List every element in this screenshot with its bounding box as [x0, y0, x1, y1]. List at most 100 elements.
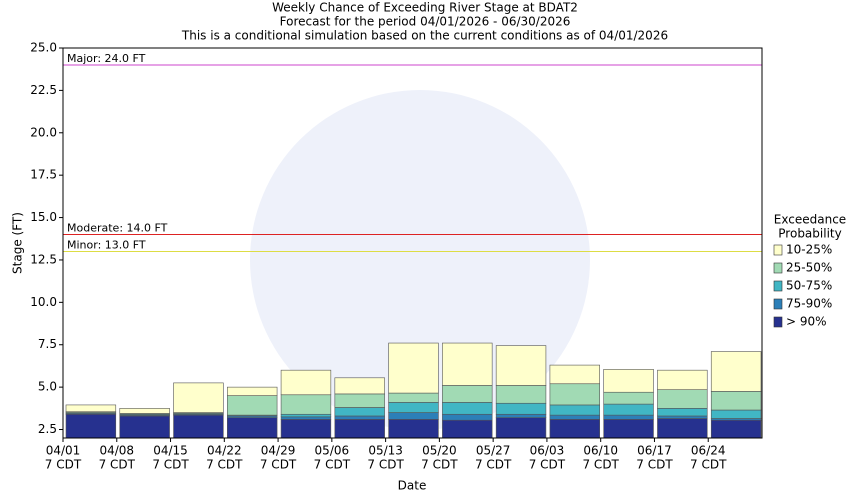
- bar-segment: [442, 413, 493, 421]
- bar-segment: [549, 404, 600, 416]
- x-tick-label: 04/22: [207, 444, 242, 458]
- bar-segment: [710, 351, 762, 392]
- legend-label: 75-90%: [786, 297, 832, 311]
- legend-swatch: [773, 298, 783, 310]
- legend-label: 10-25%: [786, 243, 832, 257]
- bar-segment: [495, 345, 547, 386]
- bar-segment: [65, 413, 117, 439]
- threshold-label: Major: 24.0 FT: [67, 52, 146, 65]
- bar-segment: [657, 415, 708, 419]
- y-tick-label: 25.0: [30, 41, 57, 55]
- y-tick-label: 7.5: [38, 337, 57, 351]
- bar-segment: [334, 393, 385, 408]
- legend-swatch: [773, 316, 783, 328]
- bar-segment: [549, 383, 600, 406]
- x-tick-sublabel: 7 CDT: [99, 458, 136, 472]
- bar-segment: [603, 391, 654, 405]
- bar-segment: [227, 395, 278, 416]
- bar-segment: [603, 369, 654, 393]
- bar-segment: [549, 414, 600, 420]
- bar-segment: [442, 419, 493, 439]
- bar-segment: [657, 369, 708, 390]
- bar-segment: [388, 402, 439, 413]
- x-tick-label: 04/29: [261, 444, 296, 458]
- bar-segment: [280, 394, 332, 415]
- chart-subtitle: Forecast for the period 04/01/2026 - 06/…: [280, 15, 571, 29]
- bar-segment: [388, 392, 439, 403]
- bar-segment: [442, 342, 493, 386]
- x-tick-label: 04/08: [99, 444, 134, 458]
- y-tick-label: 2.5: [38, 422, 57, 436]
- bar-segment: [334, 415, 385, 420]
- x-tick-sublabel: 7 CDT: [475, 458, 512, 472]
- y-tick-label: 22.5: [30, 83, 57, 97]
- bar-segment: [280, 419, 332, 439]
- x-tick-label: 05/06: [315, 444, 350, 458]
- bar-segment: [495, 402, 547, 415]
- x-tick-sublabel: 7 CDT: [367, 458, 404, 472]
- bar-segment: [657, 418, 708, 439]
- bar-segment: [173, 414, 224, 439]
- legend-title: Probability: [778, 227, 841, 241]
- bar-segment: [280, 413, 332, 418]
- bar-segment: [280, 416, 332, 420]
- x-tick-label: 04/15: [153, 444, 188, 458]
- legend-title: Exceedance: [774, 213, 846, 227]
- bar-segment: [334, 419, 385, 439]
- watermark: [250, 90, 590, 430]
- legend-label: 25-50%: [786, 261, 832, 275]
- x-tick-sublabel: 7 CDT: [206, 458, 243, 472]
- bar-segment: [227, 417, 278, 439]
- x-tick-label: 06/10: [583, 444, 618, 458]
- x-tick-label: 06/24: [691, 444, 726, 458]
- legend-swatch: [773, 244, 783, 256]
- bar-segment: [388, 412, 439, 420]
- threshold-label: Moderate: 14.0 FT: [67, 222, 168, 235]
- bar-segment: [388, 342, 439, 394]
- bar-segment: [65, 404, 117, 413]
- x-tick-sublabel: 7 CDT: [260, 458, 297, 472]
- y-tick-label: 10.0: [30, 295, 57, 309]
- bar-segment: [495, 417, 547, 439]
- bar-segment: [388, 419, 439, 439]
- bar-segment: [657, 408, 708, 417]
- x-tick-label: 05/20: [422, 444, 457, 458]
- bar-segment: [119, 408, 170, 414]
- x-tick-sublabel: 7 CDT: [636, 458, 673, 472]
- bar-segment: [603, 414, 654, 420]
- y-tick-label: 12.5: [30, 252, 57, 266]
- bar-segment: [334, 377, 385, 395]
- y-tick-label: 17.5: [30, 168, 57, 182]
- x-tick-label: 06/03: [530, 444, 565, 458]
- y-tick-label: 15.0: [30, 210, 57, 224]
- plot-border: [62, 47, 763, 439]
- bar-segment: [442, 402, 493, 415]
- bar-segment: [334, 407, 385, 417]
- bar-segment: [227, 386, 278, 396]
- chart-note: This is a conditional simulation based o…: [181, 29, 668, 43]
- bar-segment: [495, 413, 547, 418]
- x-tick-sublabel: 7 CDT: [529, 458, 566, 472]
- x-tick-sublabel: 7 CDT: [314, 458, 351, 472]
- y-axis-label: Stage (FT): [11, 212, 25, 274]
- bar-segment: [280, 369, 332, 396]
- x-tick-sublabel: 7 CDT: [690, 458, 727, 472]
- chart-title: Weekly Chance of Exceeding River Stage a…: [272, 1, 578, 15]
- x-axis-label: Date: [398, 479, 427, 493]
- bar-segment: [495, 385, 547, 404]
- bar-segment: [173, 382, 224, 413]
- bar-segment: [657, 389, 708, 409]
- x-tick-label: 05/13: [368, 444, 403, 458]
- legend-swatch: [773, 280, 783, 292]
- legend-label: > 90%: [786, 315, 827, 329]
- bar-segment: [710, 409, 762, 419]
- x-tick-label: 04/01: [46, 444, 81, 458]
- x-tick-sublabel: 7 CDT: [421, 458, 458, 472]
- bar-segment: [549, 364, 600, 385]
- legend-swatch: [773, 262, 783, 274]
- bar-segment: [710, 391, 762, 411]
- bar-segment: [549, 419, 600, 439]
- legend-label: 50-75%: [786, 279, 832, 293]
- y-tick-label: 20.0: [30, 125, 57, 139]
